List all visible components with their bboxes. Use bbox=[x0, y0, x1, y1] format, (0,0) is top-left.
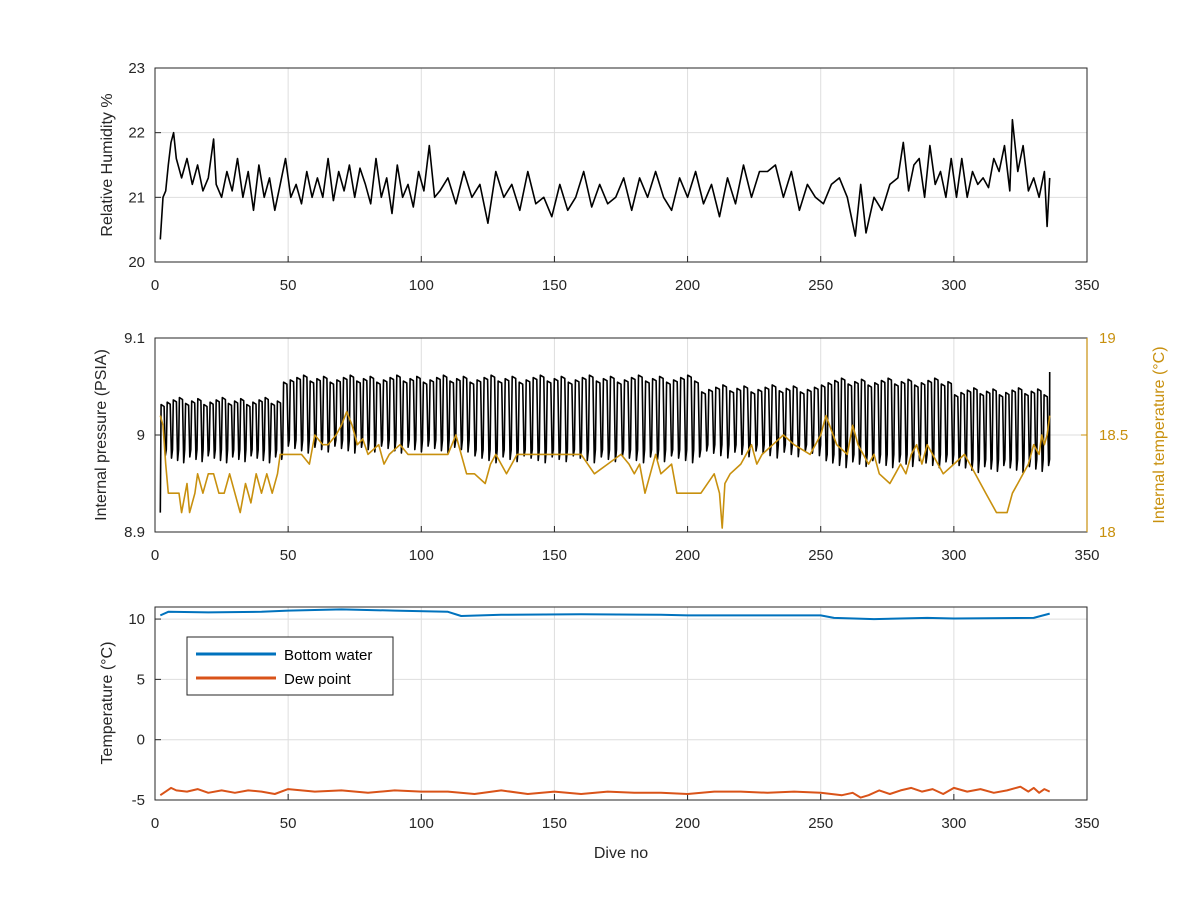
pressure-y-tick-labels: 8.9 9 9.1 bbox=[124, 330, 145, 541]
temperature-x-tick-label: 150 bbox=[542, 815, 567, 832]
x-axis-label: Dive no bbox=[594, 845, 648, 862]
humidity-x-tick-label: 300 bbox=[941, 277, 966, 294]
temperature-y-tick-label: -5 bbox=[132, 792, 145, 809]
humidity-y-tick-label: 23 bbox=[128, 60, 145, 77]
series-line-internal-pressure bbox=[159, 371, 1051, 513]
temperature-x-tick-label: 300 bbox=[941, 815, 966, 832]
pressure-y-axis-label: Internal pressure (PSIA) bbox=[93, 349, 110, 521]
temperature-y-axis-label-left: Temperature (°C) bbox=[99, 642, 116, 765]
series-line-relative-humidity bbox=[159, 118, 1051, 240]
legend: Bottom water Dew point bbox=[186, 636, 394, 696]
temperature-plot-area bbox=[159, 608, 1051, 799]
panel-temperature: 0 50 100 150 200 250 300 350 -5 0 5 10 Temperature… bbox=[99, 606, 1100, 862]
temperature-y-tick-labels: 18 18.5 19 bbox=[1099, 330, 1128, 541]
legend-label-dew-point: Dew point bbox=[284, 671, 352, 688]
temperature-y-tick-label: 5 bbox=[137, 671, 145, 688]
pressure-x-tick-label: 150 bbox=[542, 547, 567, 564]
humidity-x-tick-label: 200 bbox=[675, 277, 700, 294]
panel-pressure: 0 50 100 150 200 250 300 350 8.9 9 9.1 18 18.5 19 I… bbox=[93, 330, 1168, 564]
temperature-x-tick-label: 50 bbox=[280, 815, 297, 832]
pressure-x-tick-label: 250 bbox=[808, 547, 833, 564]
temperature-axes-box bbox=[154, 606, 1088, 801]
series-line-bottom-water bbox=[159, 608, 1050, 621]
humidity-x-tick-label: 250 bbox=[808, 277, 833, 294]
humidity-y-tick-label: 21 bbox=[128, 189, 145, 206]
humidity-axes-box bbox=[154, 67, 1088, 263]
temperature-y-axis-label: Internal temperature (°C) bbox=[1151, 346, 1168, 523]
humidity-x-tick-label: 150 bbox=[542, 277, 567, 294]
humidity-x-tick-label: 50 bbox=[280, 277, 297, 294]
pressure-plot-area bbox=[159, 371, 1051, 529]
temperature-x-tick-label: 350 bbox=[1074, 815, 1099, 832]
temperature-y-tick-label: 0 bbox=[137, 732, 145, 749]
humidity-grid bbox=[154, 67, 1088, 263]
pressure-x-tick-label: 350 bbox=[1074, 547, 1099, 564]
temperature-right-tick-label: 19 bbox=[1099, 330, 1116, 347]
pressure-x-tick-label: 200 bbox=[675, 547, 700, 564]
humidity-y-tick-labels: 20 21 22 23 bbox=[128, 60, 145, 271]
temperature-grid bbox=[154, 607, 1088, 801]
legend-label-bottom-water: Bottom water bbox=[284, 647, 372, 664]
temperature-right-tick-label: 18.5 bbox=[1099, 427, 1128, 444]
humidity-x-tick-labels: 0 50 100 150 200 250 300 350 bbox=[151, 277, 1100, 294]
humidity-y-tick-label: 22 bbox=[128, 125, 145, 142]
pressure-x-tick-label: 100 bbox=[409, 547, 434, 564]
panel-humidity: 0 50 100 150 200 250 300 350 20 21 22 23 Relative … bbox=[99, 60, 1100, 294]
humidity-y-tick-label: 20 bbox=[128, 254, 145, 271]
humidity-plot-area bbox=[159, 118, 1051, 240]
pressure-y-tick-label: 8.9 bbox=[124, 524, 145, 541]
legend-box bbox=[186, 636, 394, 696]
humidity-x-tick-label: 350 bbox=[1074, 277, 1099, 294]
pressure-x-tick-labels: 0 50 100 150 200 250 300 350 bbox=[151, 547, 1100, 564]
humidity-x-tick-label: 0 bbox=[151, 277, 159, 294]
series-line-dew-point bbox=[159, 785, 1051, 799]
humidity-y-axis-label: Relative Humidity % bbox=[99, 93, 116, 236]
temperature-x-tick-label: 200 bbox=[675, 815, 700, 832]
temperature-x-tick-labels: 0 50 100 150 200 250 300 350 bbox=[151, 815, 1100, 832]
pressure-y-tick-label: 9.1 bbox=[124, 330, 145, 347]
humidity-x-tick-label: 100 bbox=[409, 277, 434, 294]
temperature-right-tick-label: 18 bbox=[1099, 524, 1116, 541]
pressure-x-tick-label: 0 bbox=[151, 547, 159, 564]
temperature-x-tick-label: 250 bbox=[808, 815, 833, 832]
pressure-x-tick-label: 50 bbox=[280, 547, 297, 564]
temperature-x-tick-label: 0 bbox=[151, 815, 159, 832]
pressure-x-tick-label: 300 bbox=[941, 547, 966, 564]
series-line-internal-temperature bbox=[159, 410, 1051, 529]
pressure-y-tick-label: 9 bbox=[137, 427, 145, 444]
temperature-x-tick-label: 100 bbox=[409, 815, 434, 832]
temperature-y-tick-label: 10 bbox=[128, 611, 145, 628]
temperature-y-tick-labels: -5 0 5 10 bbox=[128, 611, 145, 809]
